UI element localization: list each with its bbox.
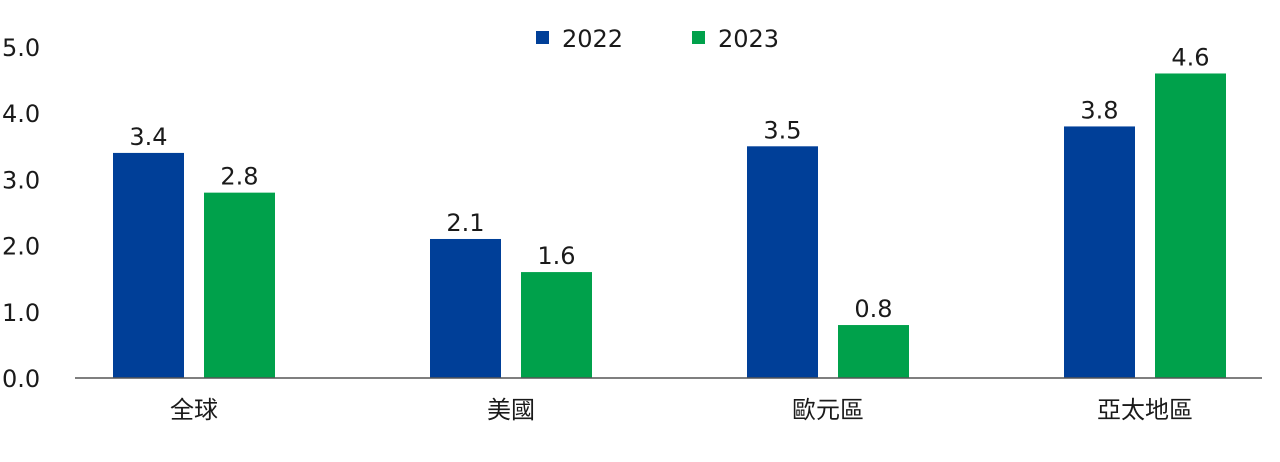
legend-label-2023: 2023 [718,25,779,53]
data-label-2023-0: 2.8 [220,163,258,191]
legend-swatch-2022 [536,31,549,44]
data-label-2022-2: 3.5 [763,116,801,144]
legend-swatch-2023 [692,31,705,44]
bar-2022-3 [1064,126,1135,378]
y-tick-label: 5.0 [2,34,40,62]
bar-2023-1 [521,272,592,378]
data-label-2022-3: 3.8 [1080,96,1118,124]
bar-2023-0 [204,192,275,378]
y-tick-label: 2.0 [2,233,40,261]
y-axis: 0.0 1.0 2.0 3.0 4.0 5.0 [2,34,40,393]
category-label: 美國 [487,396,535,424]
x-axis-categories: 全球 美國 歐元區 亞太地區 [170,396,1193,424]
bar-2023-3 [1155,73,1226,378]
bar-2022-1 [430,238,501,378]
data-label-2023-3: 4.6 [1171,43,1209,71]
data-label-2022-1: 2.1 [446,209,484,237]
y-tick-label: 4.0 [2,100,40,128]
bar-2022-0 [113,152,184,378]
category-label: 歐元區 [792,396,864,424]
bar-2023-2 [838,325,909,378]
y-tick-label: 3.0 [2,166,40,194]
data-label-2023-1: 1.6 [537,242,575,270]
category-label: 全球 [170,396,218,424]
category-label: 亞太地區 [1097,396,1193,424]
data-label-2023-2: 0.8 [854,295,892,323]
data-labels: 3.4 2.8 2.1 1.6 3.5 0.8 3.8 4.6 [129,43,1209,323]
legend-label-2022: 2022 [562,25,623,53]
data-label-2022-0: 3.4 [129,123,167,151]
y-tick-label: 0.0 [2,365,40,393]
y-tick-label: 1.0 [2,299,40,327]
bars [113,73,1226,378]
legend: 2022 2023 [536,25,779,53]
bar-2022-2 [747,146,818,378]
